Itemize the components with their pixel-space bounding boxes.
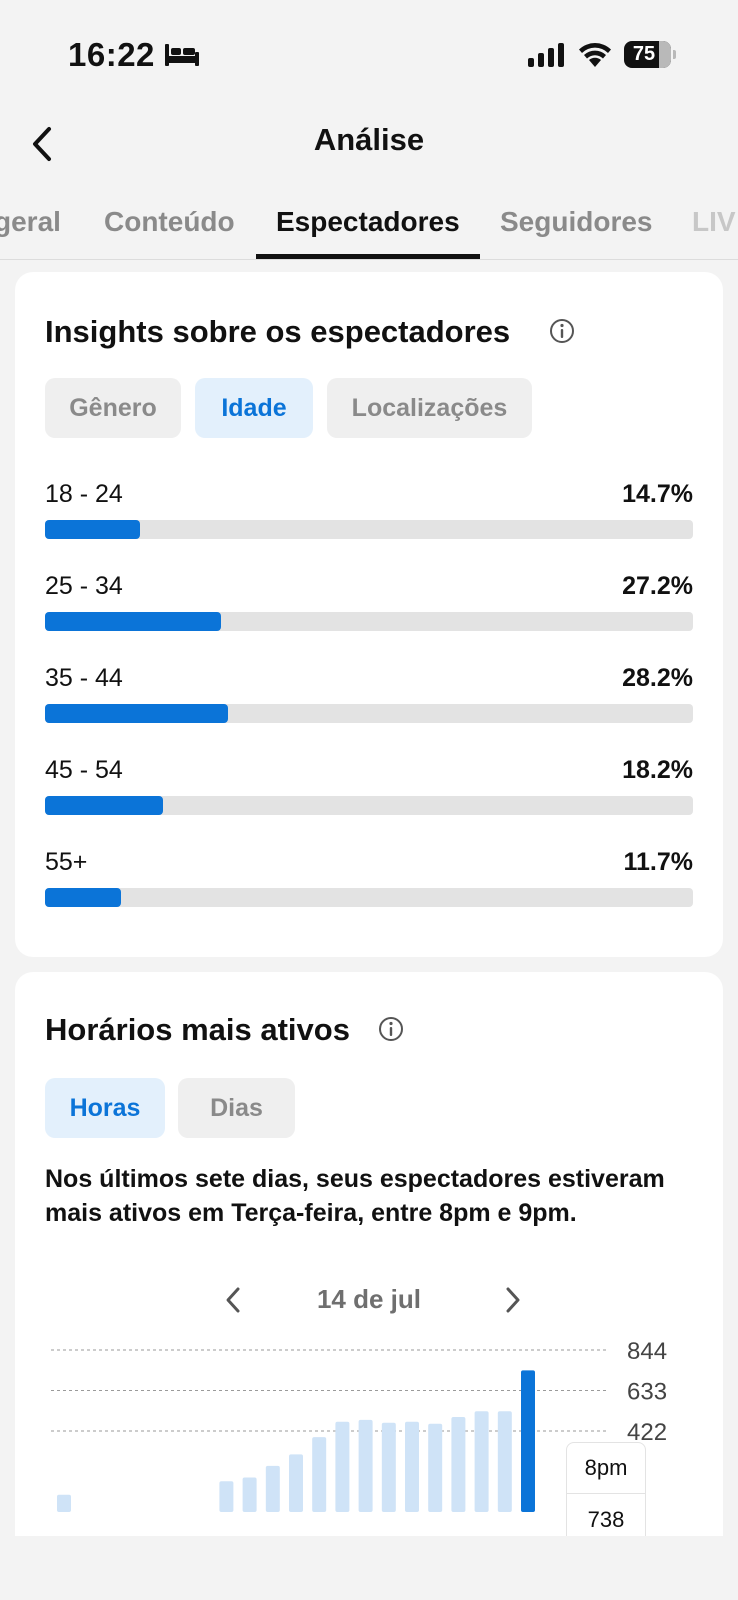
battery-icon: 75 bbox=[624, 41, 676, 68]
chart-bar[interactable] bbox=[405, 1421, 419, 1512]
tab-conteudo[interactable]: Conteúdo bbox=[104, 206, 235, 237]
age-percent: 27.2% bbox=[622, 572, 693, 600]
y-tick-label: 844 bbox=[627, 1338, 667, 1365]
age-label: 25 - 34 bbox=[45, 572, 123, 600]
page-title: Análise bbox=[313, 122, 425, 157]
age-bar-track bbox=[45, 520, 693, 539]
chart-bar[interactable] bbox=[381, 1422, 396, 1512]
battery-body: 75 bbox=[624, 41, 671, 68]
active-hours-chart: 844 633 422 bbox=[51, 1338, 667, 1512]
filter-idade[interactable]: Idade bbox=[195, 378, 313, 438]
chart-bar[interactable] bbox=[428, 1423, 443, 1512]
age-bar-fill bbox=[45, 612, 222, 631]
age-percent: 18.2% bbox=[622, 756, 693, 784]
age-bar-fill bbox=[45, 704, 228, 723]
age-bar-fill bbox=[45, 796, 163, 815]
y-tick-label: 633 bbox=[627, 1379, 667, 1406]
chart-bar[interactable] bbox=[312, 1437, 327, 1512]
chevron-right-icon[interactable] bbox=[501, 1284, 525, 1316]
age-bar-fill bbox=[45, 888, 121, 907]
signal-icon bbox=[528, 43, 564, 67]
age-bar-track bbox=[45, 796, 693, 815]
chart-bar[interactable] bbox=[335, 1421, 350, 1512]
viewer-insights-card: Insights sobre os espectadores Gênero Id… bbox=[15, 272, 723, 957]
age-row: 55+ 11.7% bbox=[45, 848, 693, 918]
tab-seguidores[interactable]: Seguidores bbox=[500, 206, 653, 237]
age-label: 18 - 24 bbox=[45, 480, 123, 508]
active-times-title: Horários mais ativos bbox=[45, 1012, 350, 1047]
filter-dias[interactable]: Dias bbox=[178, 1078, 295, 1138]
age-percent: 11.7% bbox=[623, 848, 693, 876]
age-label: 55+ bbox=[45, 848, 88, 876]
age-bar-track bbox=[45, 704, 693, 723]
chart-bar[interactable] bbox=[474, 1411, 489, 1512]
age-bar-track bbox=[45, 888, 693, 907]
tab-geral[interactable]: geral bbox=[0, 206, 61, 237]
status-bar: 16:22 75 bbox=[0, 0, 738, 100]
date-label: 14 de jul bbox=[316, 1284, 422, 1314]
tooltip-hour: 8pm bbox=[584, 1455, 628, 1480]
battery-percent: 75 bbox=[632, 43, 656, 65]
chevron-left-icon[interactable] bbox=[221, 1284, 245, 1316]
chevron-left-icon[interactable] bbox=[28, 124, 58, 164]
filter-horas[interactable]: Horas bbox=[45, 1078, 165, 1138]
tooltip-divider bbox=[567, 1493, 645, 1494]
info-icon[interactable] bbox=[549, 318, 575, 344]
date-navigator: 14 de jul bbox=[15, 1280, 723, 1320]
chart-tooltip: 8pm 738 bbox=[566, 1442, 646, 1552]
chart-bar[interactable] bbox=[242, 1477, 257, 1512]
chart-bar[interactable] bbox=[289, 1454, 303, 1512]
active-times-card: Horários mais ativos Horas Dias Nos últi… bbox=[15, 972, 723, 1600]
chart-bar[interactable] bbox=[358, 1419, 373, 1512]
tab-live[interactable]: LIV bbox=[692, 206, 736, 237]
age-row: 35 - 44 28.2% bbox=[45, 664, 693, 734]
age-bar-fill bbox=[45, 520, 141, 539]
tooltip-value: 738 bbox=[587, 1507, 625, 1532]
chart-bar-highlight[interactable] bbox=[521, 1370, 535, 1512]
bed-icon bbox=[165, 44, 199, 66]
age-label: 35 - 44 bbox=[45, 664, 123, 692]
tab-espectadores[interactable]: Espectadores bbox=[276, 206, 460, 237]
chart-bar[interactable] bbox=[451, 1416, 466, 1512]
age-row: 18 - 24 14.7% bbox=[45, 480, 693, 550]
y-tick-label: 422 bbox=[627, 1419, 667, 1446]
battery-cap bbox=[673, 50, 676, 59]
battery-empty-portion bbox=[659, 41, 671, 68]
age-label: 45 - 54 bbox=[45, 756, 123, 784]
viewer-insights-title: Insights sobre os espectadores bbox=[45, 314, 511, 349]
age-row: 25 - 34 27.2% bbox=[45, 572, 693, 642]
active-times-summary: Nos últimos sete dias, seus espectadores… bbox=[45, 1165, 665, 1227]
chart-bar[interactable] bbox=[57, 1494, 71, 1512]
wifi-icon bbox=[579, 43, 611, 67]
filter-localizacoes[interactable]: Localizações bbox=[327, 378, 532, 438]
chart-bar[interactable] bbox=[219, 1481, 234, 1512]
age-row: 45 - 54 18.2% bbox=[45, 756, 693, 826]
active-tab-indicator bbox=[256, 254, 480, 259]
age-bar-track bbox=[45, 612, 693, 631]
filter-genero[interactable]: Gênero bbox=[45, 378, 181, 438]
analytics-tabs: geral Conteúdo Espectadores Seguidores L… bbox=[0, 196, 738, 260]
chart-bar[interactable] bbox=[265, 1465, 280, 1512]
status-time: 16:22 bbox=[68, 36, 155, 73]
age-percent: 14.7% bbox=[622, 480, 693, 508]
age-percent: 28.2% bbox=[622, 664, 693, 692]
bottom-area bbox=[0, 1536, 738, 1600]
chart-bar[interactable] bbox=[497, 1411, 512, 1512]
info-icon[interactable] bbox=[378, 1016, 404, 1042]
